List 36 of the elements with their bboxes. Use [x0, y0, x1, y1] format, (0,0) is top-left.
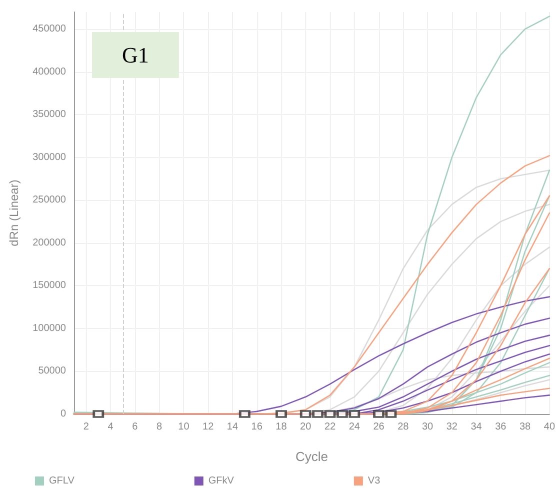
x-tick-label: 22	[324, 422, 336, 432]
x-tick-label: 4	[108, 422, 114, 432]
legend-label: GFLV	[49, 476, 75, 486]
y-tick-label: 400000	[32, 66, 66, 78]
x-tick-label: 30	[422, 422, 434, 432]
legend-label: GFkV	[208, 476, 234, 486]
y-tick-label: 50000	[38, 366, 66, 377]
x-tick-label: 8	[156, 422, 163, 432]
y-tick-label: 350000	[32, 109, 66, 120]
legend-label: V3	[368, 476, 381, 486]
y-tick-label: 100000	[32, 322, 66, 334]
y-tick-label: 0	[60, 408, 66, 420]
x-tick-label: 16	[251, 422, 263, 432]
y-tick-label: 250000	[32, 194, 66, 206]
y-tick-label: 200000	[32, 237, 66, 248]
x-tick-label: 40	[544, 422, 556, 432]
y-tick-label: 450000	[32, 24, 66, 35]
x-tick-label: 20	[300, 422, 312, 432]
annotation: G1	[122, 42, 149, 68]
x-tick-label: 26	[373, 422, 385, 432]
y-tick-label: 300000	[32, 152, 66, 163]
x-tick-label: 6	[132, 422, 138, 432]
x-axis-title: Cycle	[295, 449, 328, 464]
y-axis-title: dRn (Linear)	[7, 180, 21, 246]
x-tick-label: 36	[495, 422, 507, 432]
x-tick-label: 10	[178, 422, 190, 432]
x-tick-label: 32	[446, 422, 458, 432]
x-tick-label: 2	[83, 422, 90, 432]
x-tick-label: 18	[276, 422, 288, 432]
x-tick-label: 28	[398, 422, 410, 432]
x-tick-label: 34	[470, 422, 482, 432]
y-tick-label: 150000	[32, 280, 66, 292]
x-tick-label: 12	[202, 422, 214, 432]
x-tick-label: 14	[226, 422, 238, 432]
x-tick-label: 38	[519, 422, 532, 432]
x-tick-label: 24	[348, 422, 360, 432]
